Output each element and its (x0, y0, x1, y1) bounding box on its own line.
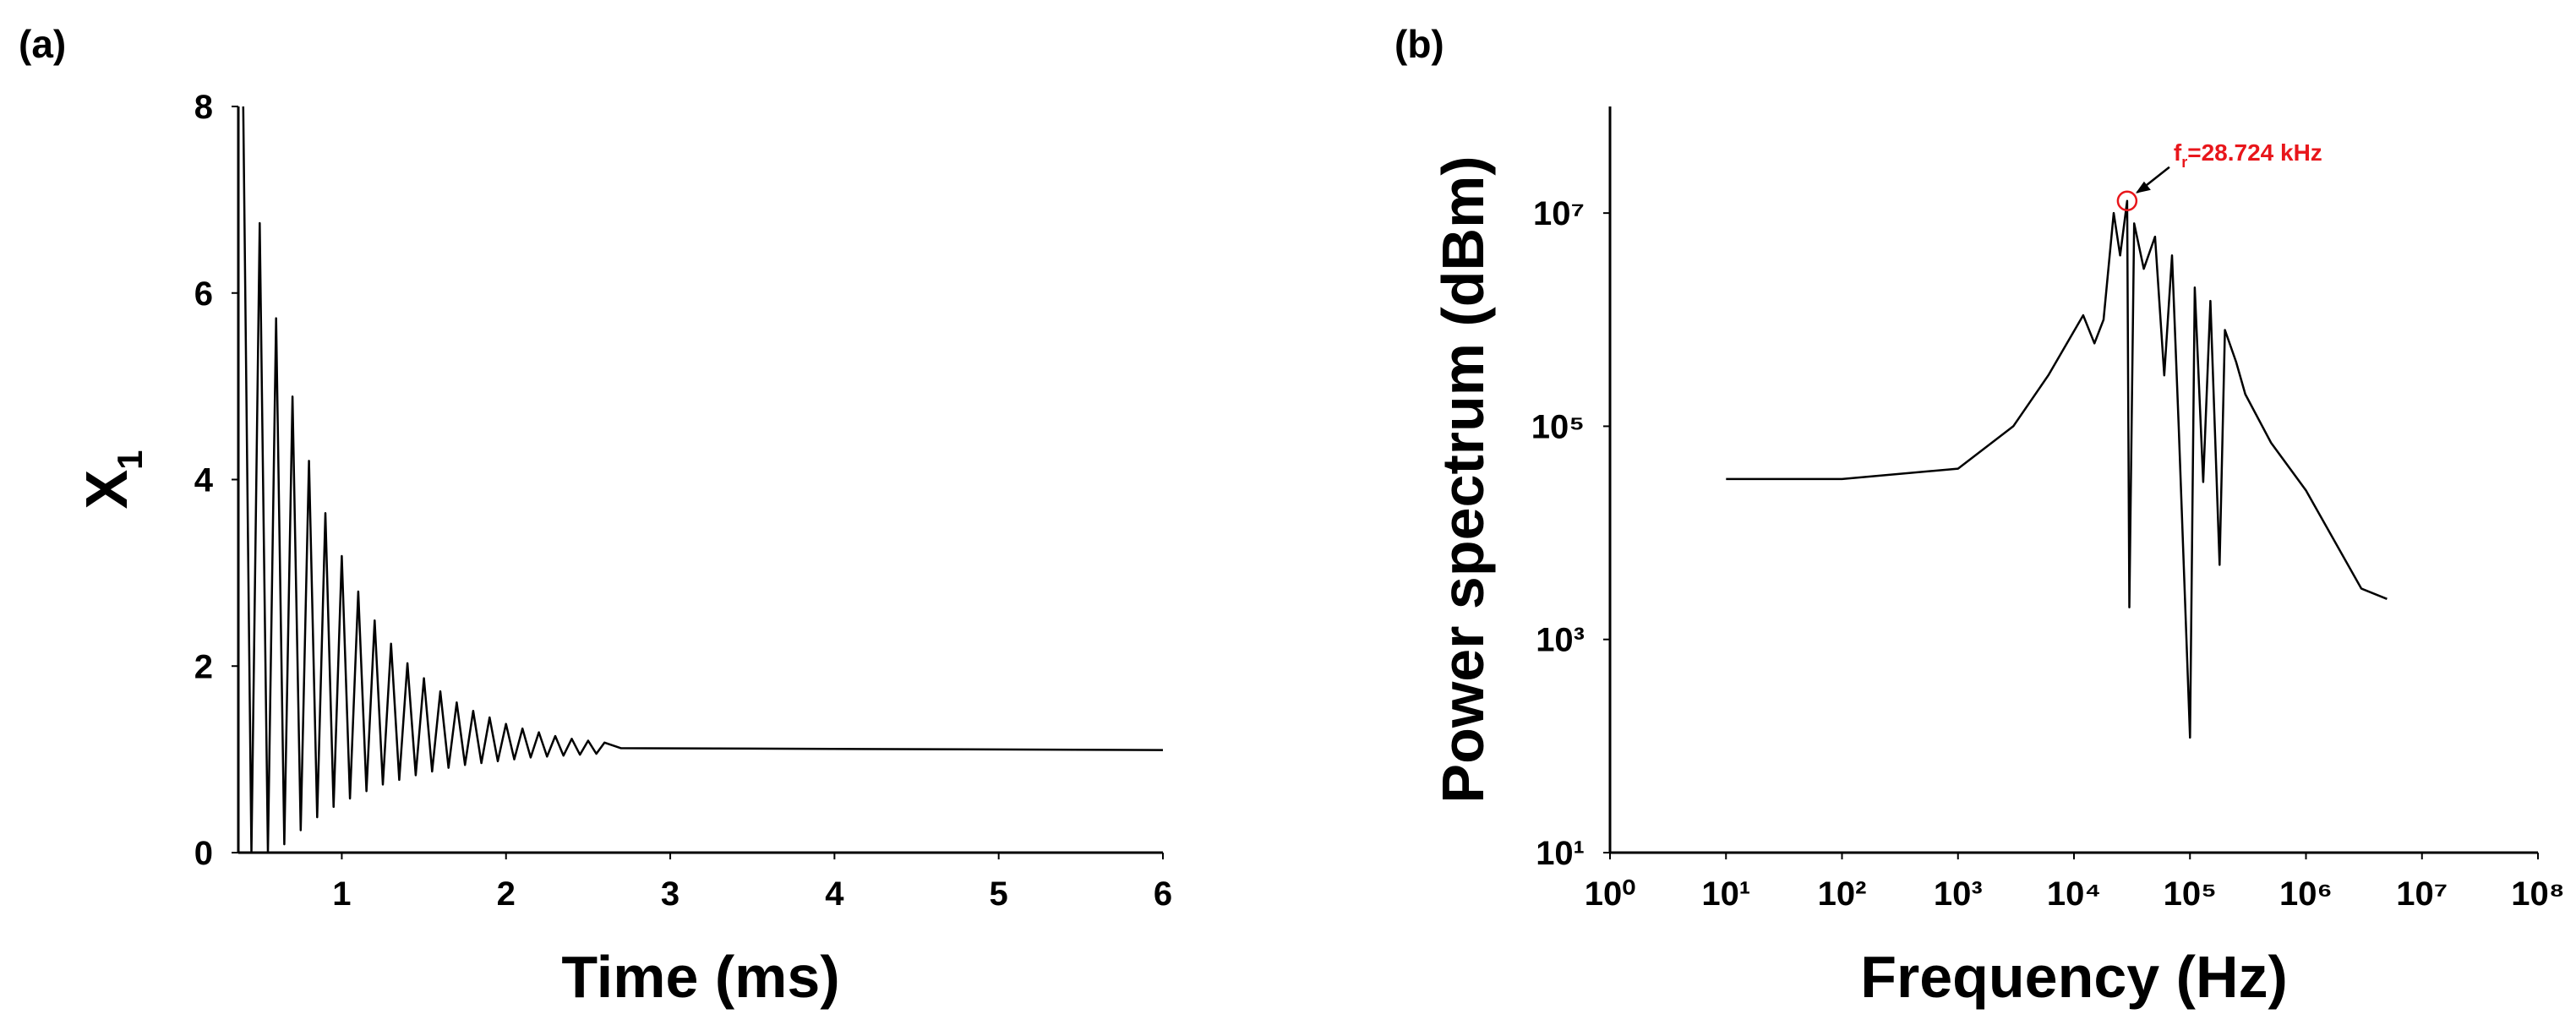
panel-label: (b) (1394, 22, 1444, 66)
y-tick-label: 10³ (1536, 622, 1585, 659)
annotation-marker (2116, 190, 2138, 212)
x-axis-label: Frequency (Hz) (1860, 944, 2288, 1010)
x-tick-label: 10⁷ (2396, 875, 2448, 913)
y-axis-label-sub: 1 (110, 450, 150, 469)
y-tick-label: 10⁵ (1531, 408, 1585, 445)
y-axis-label: Power spectrum (dBm) (1430, 155, 1496, 803)
y-tick-label: 4 (194, 462, 214, 499)
x-tick-label: 10¹ (1701, 875, 1750, 913)
x-axis-label: Time (ms) (561, 944, 839, 1010)
annotation-arrowhead (2135, 181, 2151, 194)
x-tick-label: 6 (1154, 875, 1172, 913)
x-tick-label: 5 (990, 875, 1008, 913)
y-tick-label: 0 (194, 835, 213, 872)
x-tick-label: 1 (332, 875, 351, 913)
annotation-sub: r (2181, 154, 2187, 171)
x-tick-label: 10³ (1934, 875, 1983, 913)
annotation-rest: =28.724 kHz (2187, 139, 2322, 166)
annotation-main: f (2174, 139, 2182, 166)
x-tick-label: 10² (1818, 875, 1867, 913)
x-tick-label: 10⁶ (2279, 875, 2333, 913)
annotation-text: fr=28.724 kHz (2174, 139, 2322, 171)
y-tick-label: 10¹ (1536, 835, 1585, 872)
series-line (242, 106, 1164, 854)
y-tick-label: 2 (194, 648, 213, 685)
y-axis-label: X1 (74, 450, 150, 509)
x-tick-label: 4 (825, 875, 844, 913)
x-tick-label: 10⁴ (2047, 875, 2101, 913)
x-tick-label: 3 (661, 875, 679, 913)
y-axis-label-main: X (74, 470, 139, 510)
x-tick-label: 2 (497, 875, 516, 913)
y-axis-label-main: Power spectrum (dBm) (1430, 155, 1496, 803)
panel-label: (a) (19, 22, 66, 66)
y-tick-label: 8 (194, 89, 213, 126)
x-tick-label: 10⁸ (2511, 875, 2564, 913)
x-tick-label: 10⁰ (1585, 875, 1636, 913)
y-tick-label: 10⁷ (1533, 195, 1585, 232)
x-tick-label: 10⁵ (2164, 875, 2217, 913)
series-line (1726, 199, 2388, 739)
y-tick-label: 6 (194, 275, 213, 313)
